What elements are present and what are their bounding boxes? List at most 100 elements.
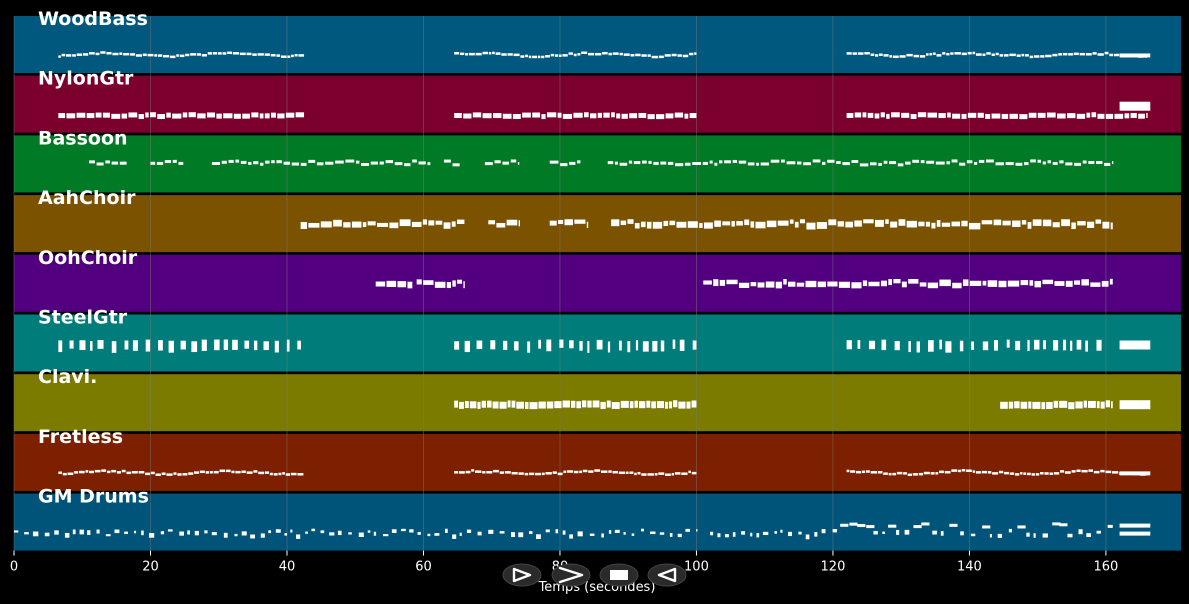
note (1100, 469, 1105, 473)
note (418, 161, 426, 165)
note (1024, 54, 1029, 57)
note (692, 161, 702, 165)
note (685, 528, 690, 532)
note (1026, 472, 1031, 476)
note (731, 221, 735, 227)
note (1083, 400, 1087, 408)
note (333, 219, 342, 227)
note (971, 341, 975, 350)
note (1092, 52, 1097, 55)
note (454, 471, 459, 474)
note (995, 52, 999, 56)
note (252, 53, 257, 56)
note (154, 54, 158, 57)
note (1096, 339, 1102, 351)
note (1052, 162, 1058, 166)
note (150, 161, 156, 165)
note (383, 534, 389, 537)
track-notes-7 (58, 468, 1151, 477)
note (603, 112, 610, 118)
note (642, 160, 647, 164)
note (1086, 533, 1091, 538)
note (726, 279, 738, 285)
note (513, 53, 520, 57)
note (1085, 53, 1092, 56)
note (163, 54, 170, 58)
note (130, 53, 136, 56)
note (1075, 401, 1083, 409)
note (177, 473, 182, 476)
note (602, 51, 608, 55)
note (246, 471, 253, 474)
note (1023, 472, 1027, 475)
note (72, 54, 76, 57)
note (620, 400, 629, 408)
note (1105, 113, 1114, 119)
note (966, 160, 973, 164)
note (1095, 219, 1102, 224)
note (111, 469, 117, 473)
note (868, 281, 880, 287)
note (235, 159, 240, 163)
note (741, 531, 746, 535)
note (1001, 113, 1009, 119)
note (524, 472, 529, 476)
note (600, 401, 606, 409)
note (628, 160, 633, 164)
note (579, 340, 583, 351)
note (511, 532, 516, 537)
note (882, 531, 886, 534)
note (569, 161, 576, 165)
note (1063, 339, 1067, 351)
note (296, 534, 301, 539)
note (273, 473, 278, 476)
note (111, 113, 121, 119)
note (1043, 340, 1047, 350)
note (101, 469, 107, 472)
note (138, 114, 144, 120)
note (227, 51, 233, 55)
note (1093, 470, 1100, 474)
note (845, 221, 853, 228)
x-tick-label: 160 (1094, 560, 1119, 575)
note (1020, 401, 1028, 409)
note (542, 472, 545, 476)
note (389, 222, 399, 229)
note (714, 220, 721, 227)
note (119, 52, 123, 55)
note (1016, 54, 1021, 57)
note (732, 159, 738, 163)
note (90, 341, 93, 351)
note (128, 112, 138, 118)
note (481, 400, 486, 408)
note (287, 55, 291, 58)
note (665, 401, 668, 409)
note (358, 532, 364, 537)
note (905, 161, 911, 165)
track-lane-8 (14, 493, 1181, 551)
stop-button[interactable] (599, 563, 639, 587)
note (475, 52, 482, 56)
note (714, 162, 718, 166)
note (471, 469, 475, 472)
play-button[interactable] (502, 563, 542, 587)
note (232, 339, 238, 350)
note (69, 340, 74, 349)
note (160, 531, 165, 535)
note (135, 54, 143, 57)
note (646, 400, 651, 408)
note (1033, 533, 1036, 538)
note (941, 222, 951, 227)
note (722, 221, 731, 226)
forward-button[interactable] (551, 563, 591, 587)
note (464, 340, 470, 353)
note (623, 531, 626, 535)
note (351, 221, 362, 228)
rewind-button[interactable] (647, 563, 687, 587)
note (514, 341, 519, 351)
note (738, 160, 747, 164)
note (658, 55, 664, 59)
note (702, 161, 708, 165)
note (213, 52, 218, 55)
